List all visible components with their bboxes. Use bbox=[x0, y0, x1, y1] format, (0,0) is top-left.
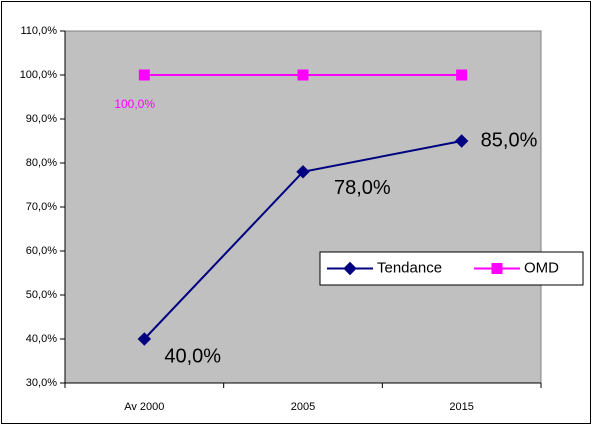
y-tick-label: 30,0% bbox=[26, 377, 57, 389]
data-label: 85,0% bbox=[481, 129, 538, 151]
y-tick-label: 70,0% bbox=[26, 201, 57, 213]
data-point bbox=[456, 69, 468, 81]
y-tick-label: 40,0% bbox=[26, 333, 57, 345]
x-tick-label: 2015 bbox=[449, 401, 473, 413]
legend-label: OMD bbox=[524, 259, 559, 276]
y-tick-label: 90,0% bbox=[26, 113, 57, 125]
y-tick-label: 110,0% bbox=[21, 25, 58, 37]
data-point bbox=[454, 134, 469, 148]
x-tick-label: 2005 bbox=[291, 401, 315, 413]
data-label: 100,0% bbox=[114, 97, 155, 111]
data-point bbox=[296, 165, 310, 179]
legend-marker bbox=[491, 263, 503, 274]
y-tick-label: 60,0% bbox=[26, 245, 57, 257]
x-tick-label: Av 2000 bbox=[124, 401, 164, 413]
data-point bbox=[297, 69, 309, 81]
data-point bbox=[138, 69, 150, 81]
legend-marker bbox=[343, 261, 357, 276]
legend-label: Tendance bbox=[377, 259, 442, 276]
data-label: 78,0% bbox=[334, 177, 391, 199]
y-tick-label: 50,0% bbox=[26, 289, 57, 301]
y-tick-label: 100,0% bbox=[20, 69, 58, 81]
data-point bbox=[137, 332, 152, 346]
data-label: 40,0% bbox=[164, 345, 221, 367]
plot-area bbox=[64, 30, 542, 384]
y-tick-label: 80,0% bbox=[26, 157, 57, 169]
